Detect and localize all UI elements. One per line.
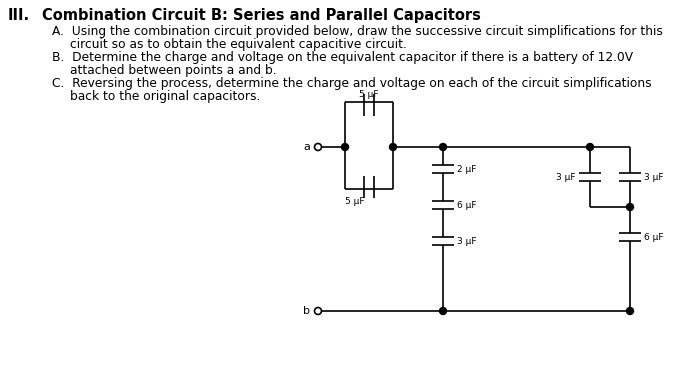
Circle shape <box>440 144 447 150</box>
Circle shape <box>389 144 396 150</box>
Text: 5 μF: 5 μF <box>345 197 365 206</box>
Text: A.  Using the combination circuit provided below, draw the successive circuit si: A. Using the combination circuit provide… <box>52 25 663 38</box>
Text: III.: III. <box>8 8 30 23</box>
Text: attached between points a and b.: attached between points a and b. <box>70 64 276 77</box>
Text: 2 μF: 2 μF <box>457 164 477 174</box>
Circle shape <box>626 204 634 210</box>
Text: 3 μF: 3 μF <box>556 172 575 182</box>
Text: 5 μF: 5 μF <box>359 90 379 99</box>
Circle shape <box>440 307 447 315</box>
Text: Combination Circuit B: Series and Parallel Capacitors: Combination Circuit B: Series and Parall… <box>42 8 481 23</box>
Circle shape <box>626 307 634 315</box>
Text: B.  Determine the charge and voltage on the equivalent capacitor if there is a b: B. Determine the charge and voltage on t… <box>52 51 633 64</box>
Text: circuit so as to obtain the equivalent capacitive circuit.: circuit so as to obtain the equivalent c… <box>70 38 407 51</box>
Text: 6 μF: 6 μF <box>644 232 664 241</box>
Text: 3 μF: 3 μF <box>457 236 477 246</box>
Text: 6 μF: 6 μF <box>457 200 477 210</box>
Text: C.  Reversing the process, determine the charge and voltage on each of the circu: C. Reversing the process, determine the … <box>52 77 652 90</box>
Text: a: a <box>303 142 310 152</box>
Text: 3 μF: 3 μF <box>644 172 664 182</box>
Text: back to the original capacitors.: back to the original capacitors. <box>70 90 260 103</box>
Circle shape <box>587 144 594 150</box>
Circle shape <box>342 144 349 150</box>
Text: b: b <box>303 306 310 316</box>
